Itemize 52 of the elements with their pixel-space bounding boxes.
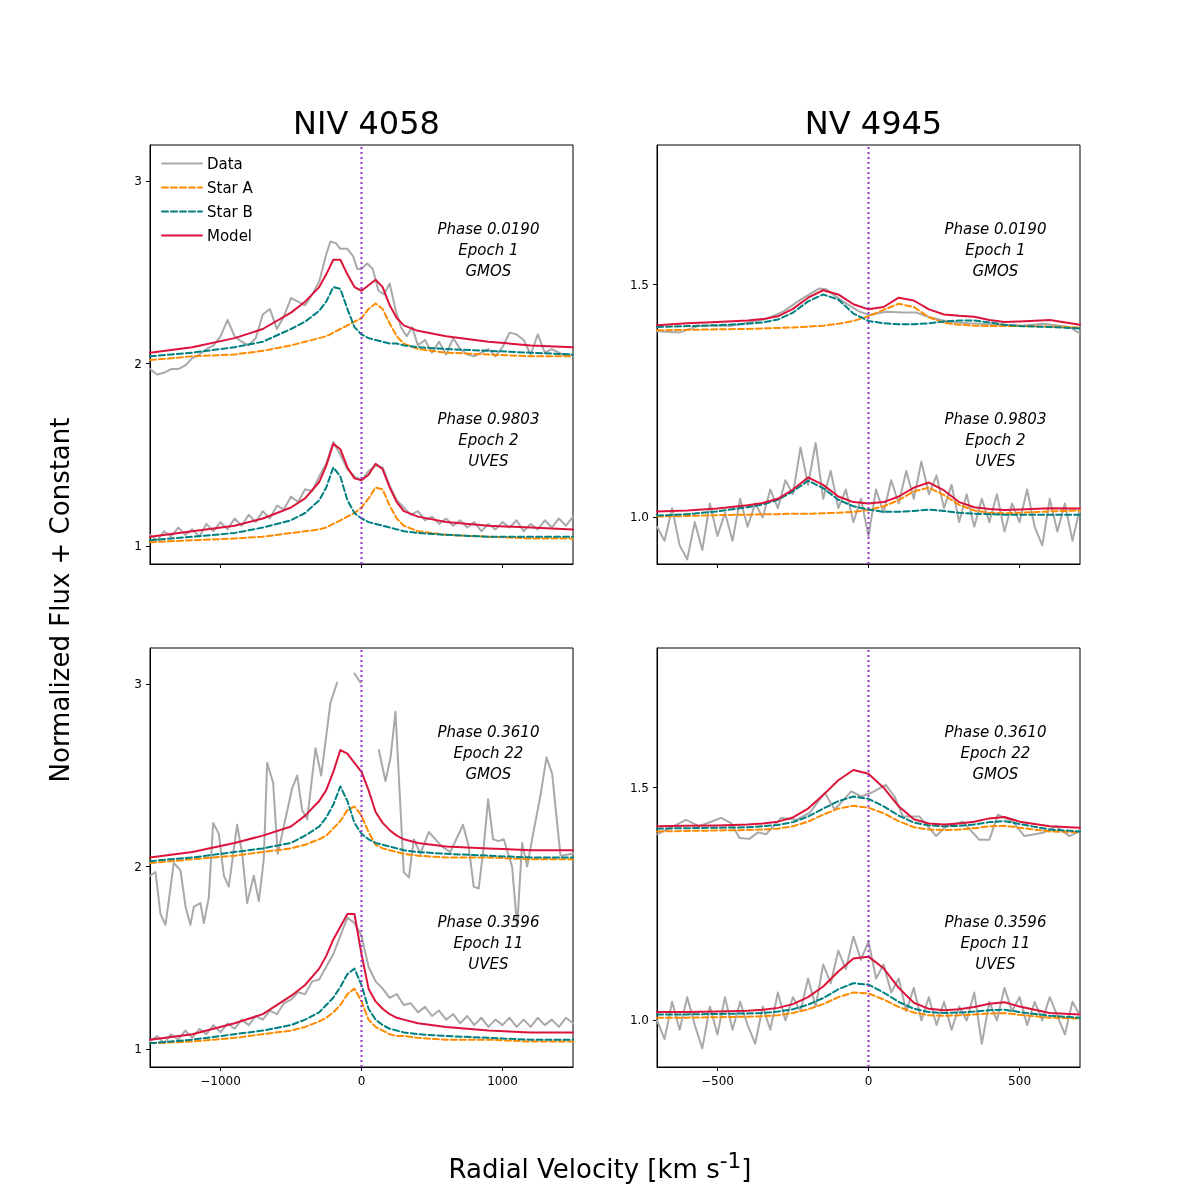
legend-label: Star A <box>207 178 254 197</box>
y-tick-label: 1 <box>134 1041 142 1056</box>
line-series <box>656 804 1081 834</box>
line-series <box>149 785 574 863</box>
annotation: Phase 0.3610 Epoch 22 GMOS <box>944 722 1047 783</box>
y-tick-label: 1.0 <box>629 510 649 525</box>
line-series <box>149 302 574 361</box>
y-tick-label: 3 <box>134 174 142 189</box>
line-series <box>656 991 1081 1020</box>
line-series <box>149 466 574 542</box>
line-series <box>656 955 1081 1016</box>
y-axis-title: Normalized Flux + Constant <box>44 417 75 783</box>
x-tick-label: −1000 <box>200 1074 241 1088</box>
y-tick-label: 1.5 <box>629 780 649 795</box>
annotation: Phase 0.9803 Epoch 2 UVES <box>437 410 540 471</box>
line-series <box>149 486 574 544</box>
chart-title: NV 4945 <box>804 104 943 142</box>
annotation: Phase 0.9803 Epoch 2 UVES <box>944 410 1047 471</box>
annotation: Phase 0.3610 Epoch 22 GMOS <box>437 722 540 783</box>
line-series <box>656 795 1081 833</box>
x-axis-title: Radial Velocity [km s$^{-1}$] <box>448 1148 752 1184</box>
x-tick-label: 1000 <box>487 1074 518 1088</box>
x-tick-label: −500 <box>700 1074 734 1088</box>
legend-label: Star B <box>207 202 253 221</box>
y-tick-label: 2 <box>134 356 142 371</box>
y-tick-label: 1.0 <box>629 1013 649 1028</box>
line-series <box>656 768 1081 829</box>
line-series <box>656 486 1081 518</box>
line-series <box>656 935 1081 1050</box>
x-tick-label: 0 <box>864 1074 873 1088</box>
legend-label: Model <box>207 226 253 245</box>
annotation: Phase 0.0190 Epoch 1 GMOS <box>437 219 540 280</box>
line-series <box>149 240 574 376</box>
y-tick-label: 1 <box>134 538 142 553</box>
line-series <box>656 287 1081 335</box>
y-tick-label: 1.5 <box>629 277 649 292</box>
line-series <box>149 286 574 358</box>
chart-title: NIV 4058 <box>293 104 440 142</box>
line-series <box>149 805 574 864</box>
x-tick-label: 0 <box>357 1074 366 1088</box>
annotation: Phase 0.3596 Epoch 11 UVES <box>944 913 1047 974</box>
y-tick-label: 2 <box>134 859 142 874</box>
legend-label: Data <box>207 154 243 173</box>
line-series <box>656 302 1081 332</box>
line-series <box>656 783 1081 841</box>
annotation: Phase 0.3596 Epoch 11 UVES <box>437 913 540 974</box>
x-tick-label: 500 <box>1008 1074 1032 1088</box>
line-series <box>656 982 1081 1019</box>
annotation: Phase 0.0190 Epoch 1 GMOS <box>944 219 1047 280</box>
line-series <box>149 967 574 1045</box>
y-tick-label: 3 <box>134 677 142 692</box>
line-series <box>149 258 574 354</box>
